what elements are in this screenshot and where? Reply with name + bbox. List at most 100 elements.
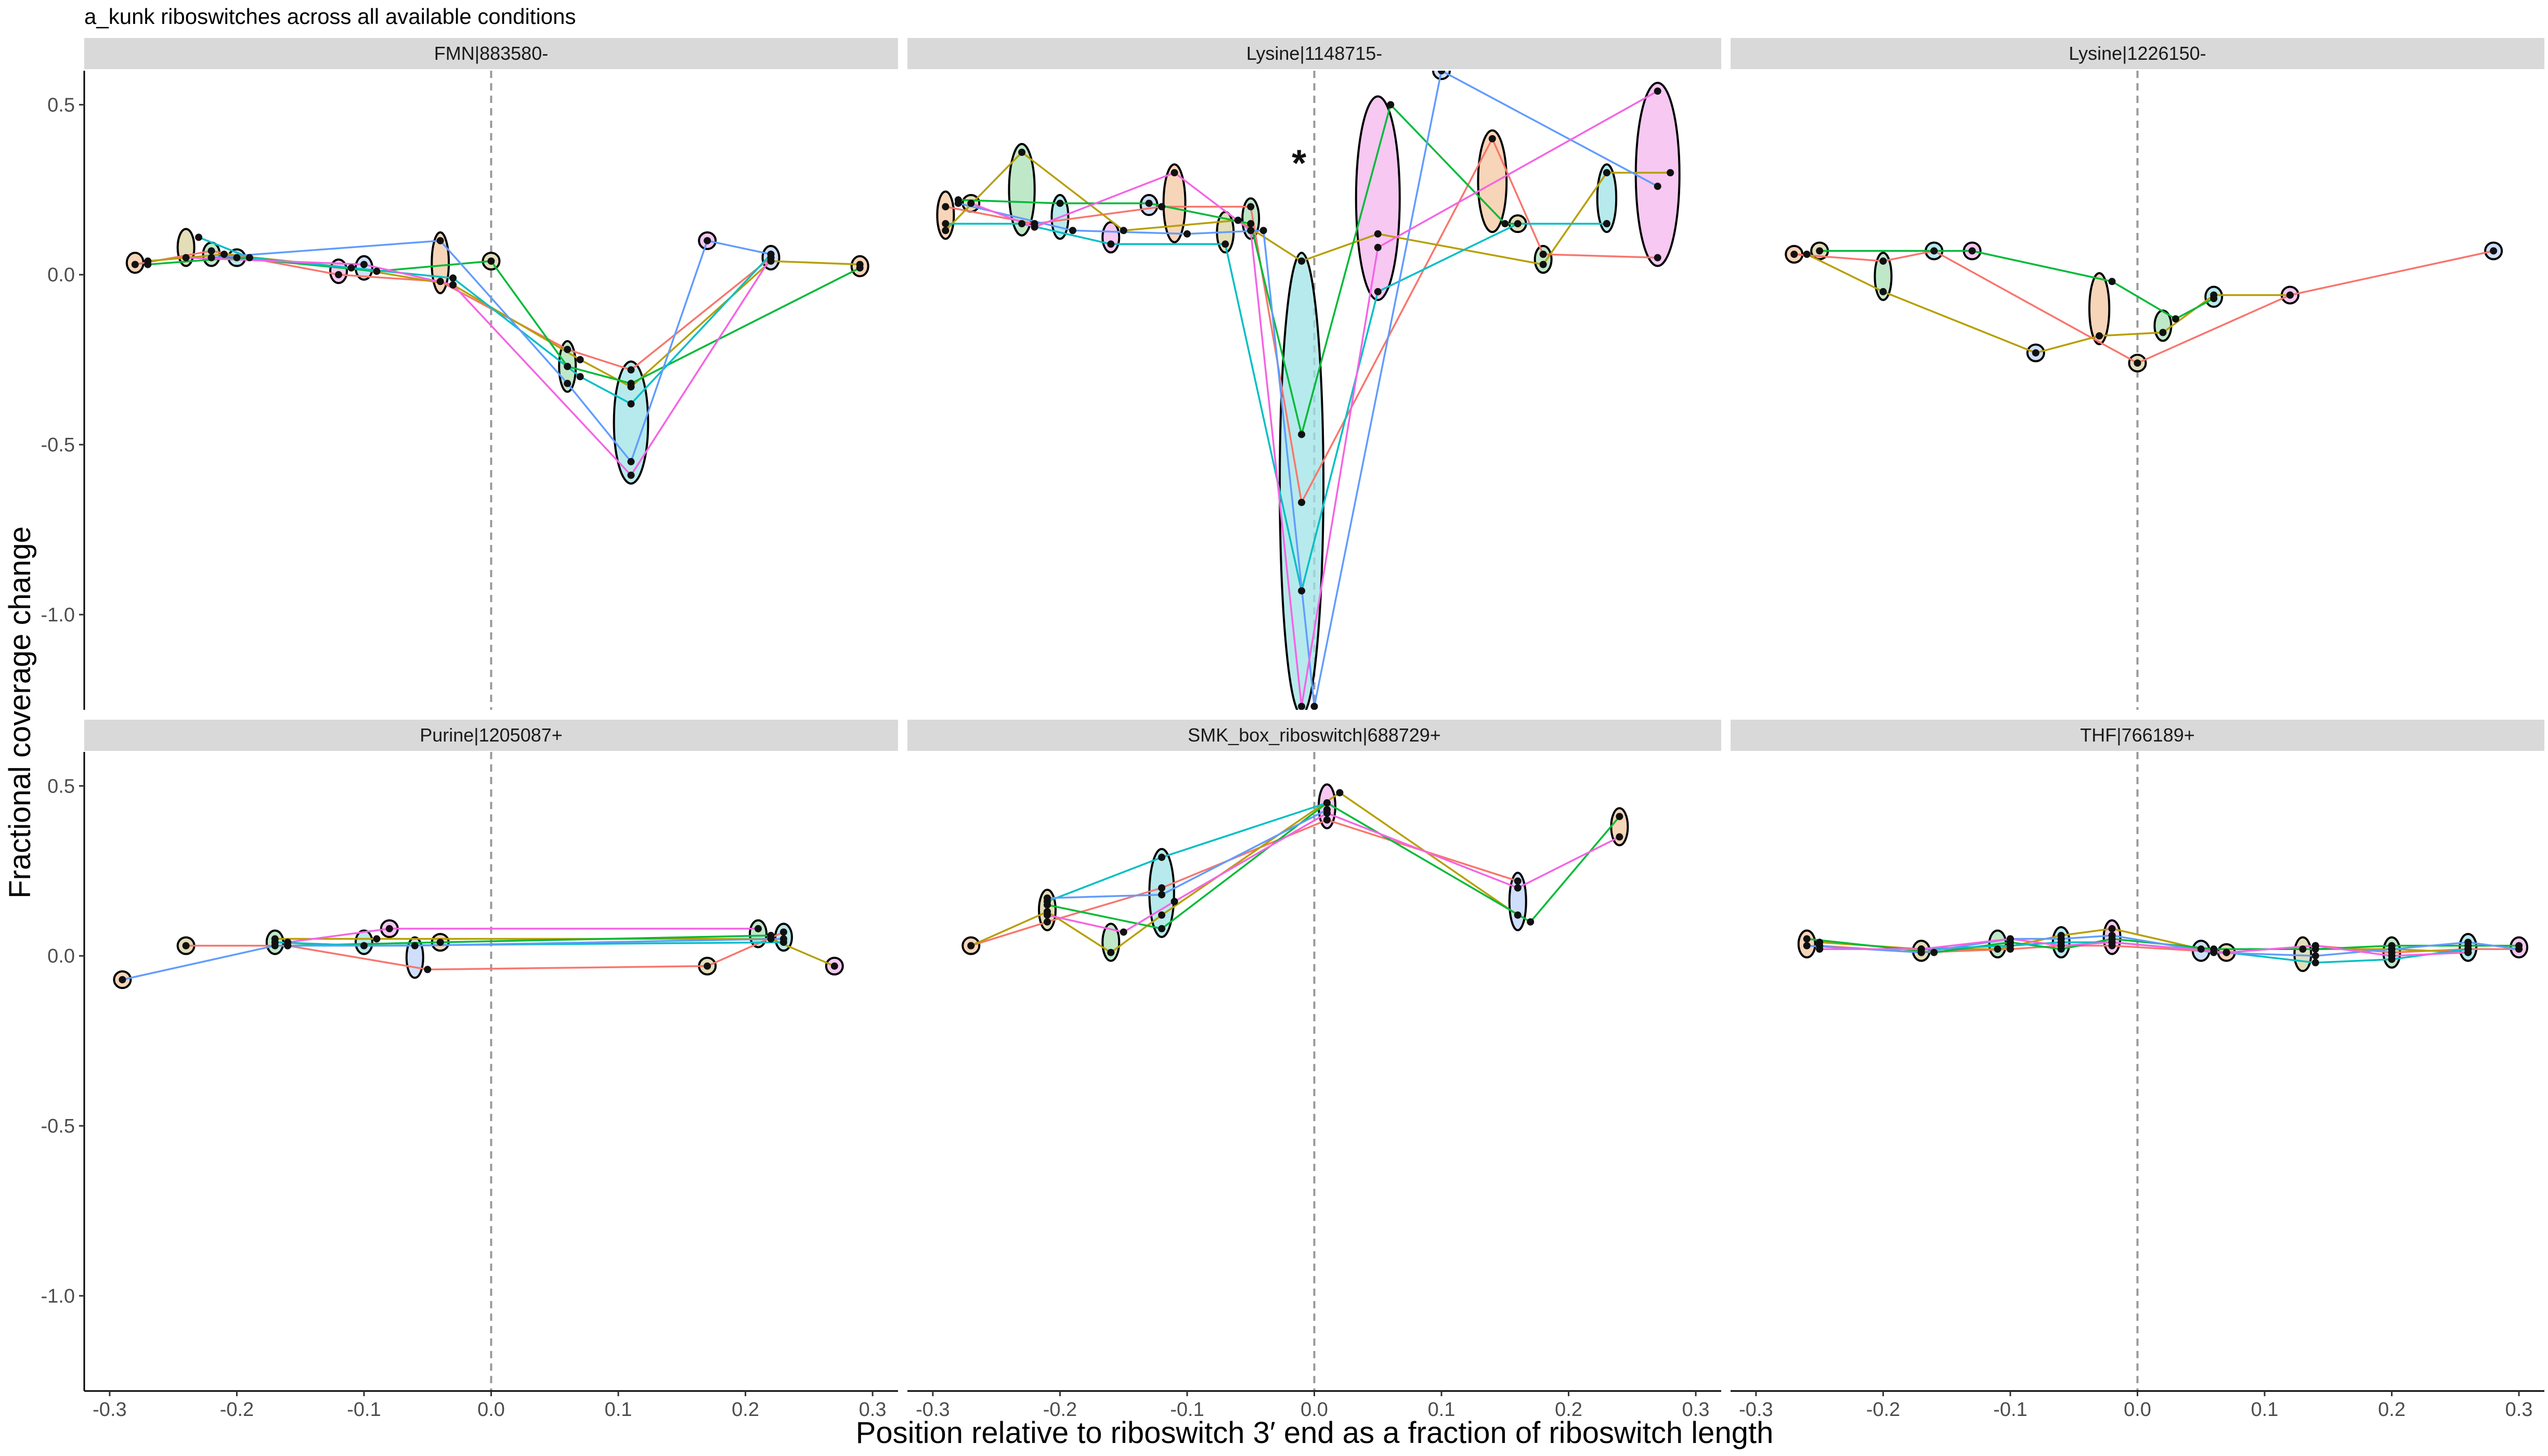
- cluster-ellipse: [2293, 936, 2312, 972]
- data-point: [449, 281, 457, 289]
- panel-data: [1785, 241, 2503, 373]
- data-point: [2108, 925, 2116, 932]
- data-point: [195, 233, 203, 241]
- facet-panel: Lysine|1226150-: [1731, 38, 2544, 710]
- data-point: [1501, 220, 1509, 228]
- cluster-ellipse: [1008, 142, 1036, 237]
- data-point: [627, 380, 635, 387]
- data-point: [233, 254, 241, 262]
- series-line: [211, 239, 771, 464]
- panels-layer: FMN|883580- 0.5 0.0 -0.5 -1.0 Lysine|1148715-…: [41, 38, 2544, 1421]
- data-point: [436, 237, 444, 244]
- data-point: [576, 356, 584, 363]
- data-point: [2159, 329, 2167, 336]
- cluster-ellipse: [749, 919, 768, 948]
- x-tick-label: -0.3: [93, 1399, 126, 1421]
- series-line: [122, 938, 784, 981]
- data-point: [1107, 948, 1115, 956]
- x-tick-label: 0.0: [2124, 1399, 2151, 1421]
- data-point: [2134, 359, 2141, 367]
- data-point: [1994, 945, 2001, 953]
- data-point: [2490, 247, 2498, 255]
- data-point: [1158, 911, 1166, 919]
- data-point: [1816, 247, 1824, 255]
- cluster-ellipse: [1477, 129, 1508, 233]
- data-point: [2515, 945, 2523, 953]
- facet-strip: [1731, 720, 2544, 751]
- data-point: [2096, 332, 2103, 340]
- data-point: [1374, 230, 1382, 238]
- data-point: [436, 939, 444, 946]
- facet-strip: [1731, 38, 2544, 69]
- data-point: [2464, 948, 2472, 956]
- y-tick-label: -0.5: [41, 1115, 75, 1137]
- data-point: [144, 261, 152, 268]
- panel-data: [1797, 919, 2529, 972]
- x-tick-label: -0.2: [1866, 1399, 1900, 1421]
- data-point: [1158, 203, 1166, 211]
- data-point: [1387, 101, 1395, 109]
- data-point: [1158, 853, 1166, 861]
- y-tick-label: 0.0: [47, 264, 75, 286]
- data-point: [373, 935, 381, 943]
- data-point: [564, 380, 571, 387]
- x-tick-label: 0.3: [1682, 1399, 1710, 1421]
- data-point: [1171, 169, 1178, 177]
- facet-strip: [907, 38, 1721, 69]
- data-point: [576, 373, 584, 381]
- y-tick-label: -0.5: [41, 434, 75, 456]
- series-line: [1794, 250, 2494, 365]
- data-point: [360, 261, 368, 268]
- y-tick-label: 0.5: [47, 775, 75, 797]
- series-line: [135, 250, 772, 371]
- data-point: [2388, 952, 2396, 960]
- data-point: [207, 254, 215, 262]
- cluster-ellipse: [1874, 252, 1893, 301]
- x-tick-label: 0.1: [605, 1399, 632, 1421]
- data-point: [1031, 223, 1038, 231]
- data-point: [1374, 243, 1382, 251]
- data-point: [1259, 227, 1267, 235]
- data-point: [1488, 135, 1496, 142]
- facet-strip-label: SMK_box_riboswitch|688729+: [1188, 724, 1441, 746]
- x-tick-label: -0.3: [1739, 1399, 1773, 1421]
- data-point: [2311, 959, 2319, 967]
- data-point: [627, 400, 635, 408]
- data-point: [2032, 349, 2039, 357]
- cluster-ellipse: [1533, 245, 1553, 274]
- x-tick-label: -0.1: [347, 1399, 381, 1421]
- x-tick-label: 0.0: [477, 1399, 505, 1421]
- data-point: [755, 925, 762, 932]
- data-point: [271, 942, 279, 950]
- data-point: [1616, 813, 1623, 821]
- data-point: [1654, 87, 1661, 95]
- data-point: [1323, 809, 1331, 817]
- facet-panel: THF|766189+ -0.3 -0.2 -0.1 0.0 0.1 0.2 0.3: [1731, 720, 2544, 1421]
- data-point: [779, 928, 787, 936]
- x-tick-label: 0.1: [1428, 1399, 1455, 1421]
- data-point: [2108, 278, 2116, 285]
- data-point: [1298, 703, 1306, 710]
- data-point: [2108, 939, 2116, 946]
- data-point: [2108, 932, 2116, 940]
- data-point: [2006, 942, 2014, 950]
- data-point: [1438, 71, 1446, 74]
- y-tick-label: 0.0: [47, 945, 75, 967]
- data-point: [2388, 945, 2396, 953]
- cluster-ellipse: [613, 360, 649, 485]
- cluster-ellipse: [1279, 252, 1325, 710]
- data-point: [1247, 227, 1255, 235]
- data-point: [1298, 587, 1306, 595]
- data-point: [1514, 884, 1522, 892]
- data-point: [2006, 935, 2014, 943]
- data-point: [131, 261, 139, 268]
- data-point: [564, 362, 571, 370]
- data-point: [1667, 169, 1674, 177]
- data-point: [1879, 257, 1887, 265]
- plot-title: a_kunk riboswitches across all available…: [84, 4, 576, 29]
- data-point: [119, 976, 126, 983]
- facet-panel: SMK_box_riboswitch|688729+ -0.3 -0.2 -0.1 0.…: [907, 720, 1721, 1421]
- facet-strip: [84, 38, 898, 69]
- data-point: [1336, 789, 1344, 797]
- y-tick-label: -1.0: [41, 604, 75, 626]
